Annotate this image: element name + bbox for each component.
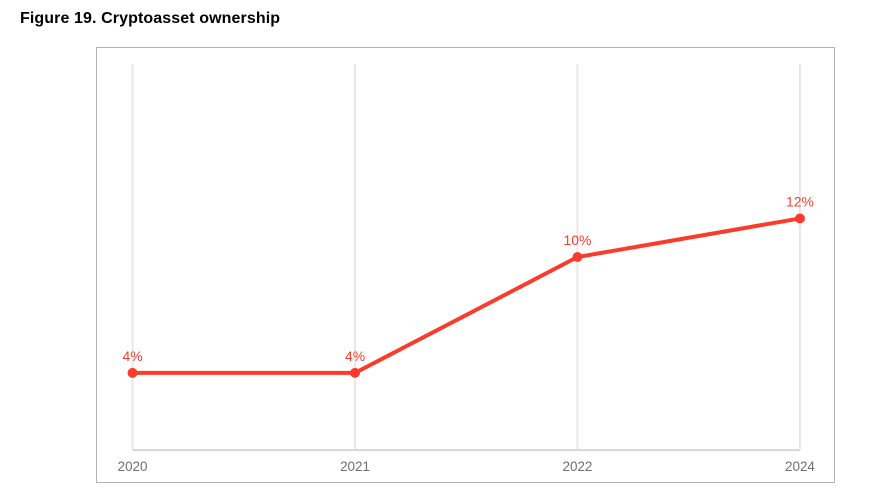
line-chart: 4% 4% 10% 12% 2020 2021 2022 2024 [118, 63, 815, 474]
x-tick-label-2021: 2021 [340, 459, 370, 474]
data-point-2020 [127, 367, 138, 378]
x-tick-label-2024: 2024 [785, 459, 815, 474]
x-tick-label-2022: 2022 [563, 459, 593, 474]
data-label-2021: 4% [345, 348, 365, 364]
data-point-2021 [350, 367, 360, 378]
chart-plot-area: 4% 4% 10% 12% 2020 2021 2022 2024 [96, 47, 835, 483]
data-label-2020: 4% [122, 348, 142, 364]
x-tick-label-2020: 2020 [118, 459, 148, 474]
trend-line [130, 216, 802, 375]
data-label-2022: 10% [564, 232, 592, 248]
data-label-2024: 12% [786, 193, 814, 209]
data-point-2022 [572, 252, 583, 263]
figure-title: Figure 19. Cryptoasset ownership [20, 10, 281, 27]
data-point-2024 [794, 213, 805, 224]
